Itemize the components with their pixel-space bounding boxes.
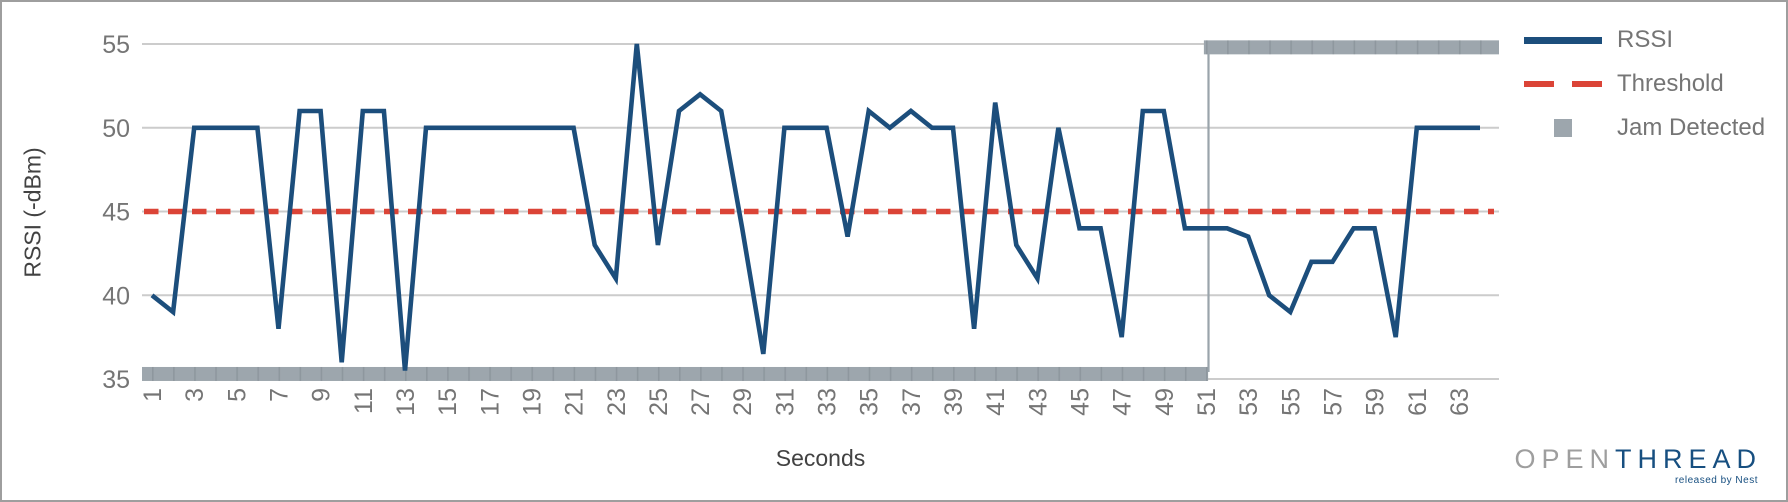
y-tick-label-50: 50 xyxy=(102,115,130,143)
y-tick-label-40: 40 xyxy=(102,282,130,310)
chart-legend: RSSI Threshold Jam Detected xyxy=(1524,26,1766,159)
x-tick-label-21: 21 xyxy=(561,388,589,416)
y-axis-title-text: RSSI (-dBm) xyxy=(19,146,46,278)
rssi-line xyxy=(150,43,1480,371)
x-tick-label-61: 61 xyxy=(1404,388,1432,416)
x-tick-label-47: 47 xyxy=(1109,388,1137,416)
x-tick-label-43: 43 xyxy=(1024,388,1052,416)
x-tick-label-39: 39 xyxy=(940,388,968,416)
x-tick-label-9: 9 xyxy=(308,388,336,402)
legend-item-jam-detected: Jam Detected xyxy=(1524,114,1766,141)
openthread-logo: OPENTHREAD released by Nest xyxy=(1514,444,1762,486)
x-tick-label-57: 57 xyxy=(1319,388,1347,416)
x-tick-label-25: 25 xyxy=(645,388,673,416)
logo-tagline: released by Nest xyxy=(1674,475,1758,486)
rssi-line-swatch-icon xyxy=(1524,36,1602,44)
legend-label-threshold: Threshold xyxy=(1617,70,1724,97)
legend-label-jam-detected: Jam Detected xyxy=(1617,114,1766,141)
x-tick-label-1: 1 xyxy=(139,388,167,402)
x-tick-label-55: 55 xyxy=(1277,388,1305,416)
logo-open-text: OPEN xyxy=(1514,444,1615,475)
x-tick-label-35: 35 xyxy=(856,388,884,416)
logo-thread-text: THREAD xyxy=(1614,444,1762,475)
x-tick-label-45: 45 xyxy=(1067,388,1095,416)
y-tick-label-55: 55 xyxy=(102,31,130,59)
openthread-wordmark: OPENTHREAD xyxy=(1514,444,1762,475)
jam-band-seams-low xyxy=(142,366,1209,381)
x-tick-label-27: 27 xyxy=(687,388,715,416)
y-axis-title: RSSI (-dBm) xyxy=(16,42,50,382)
x-tick-label-3: 3 xyxy=(181,388,209,402)
x-tick-label-63: 63 xyxy=(1446,388,1474,416)
legend-item-threshold: Threshold xyxy=(1524,70,1765,97)
x-tick-label-11: 11 xyxy=(350,388,378,414)
y-tick-label-35: 35 xyxy=(102,366,130,394)
x-tick-label-41: 41 xyxy=(982,388,1010,416)
x-tick-label-19: 19 xyxy=(518,388,546,416)
x-tick-label-7: 7 xyxy=(265,388,293,402)
legend-label-rssi: RSSI xyxy=(1617,26,1674,53)
x-tick-label-33: 33 xyxy=(814,388,842,416)
x-tick-label-37: 37 xyxy=(898,388,926,416)
x-tick-label-13: 13 xyxy=(392,388,420,416)
x-tick-label-15: 15 xyxy=(434,388,462,416)
x-tick-label-51: 51 xyxy=(1193,388,1221,416)
x-tick-label-53: 53 xyxy=(1235,388,1263,416)
jam-band-seams-high xyxy=(1203,40,1499,55)
x-tick-label-49: 49 xyxy=(1151,388,1179,416)
x-tick-label-5: 5 xyxy=(223,388,251,402)
x-tick-label-17: 17 xyxy=(476,388,504,416)
x-tick-label-23: 23 xyxy=(603,388,631,416)
jam-square-swatch-icon xyxy=(1524,119,1602,137)
x-tick-label-59: 59 xyxy=(1362,388,1390,416)
x-axis-title: Seconds xyxy=(775,445,866,471)
x-tick-label-29: 29 xyxy=(729,388,757,416)
threshold-dash-swatch-icon xyxy=(1524,81,1602,87)
y-tick-label-45: 45 xyxy=(102,199,130,227)
legend-item-rssi: RSSI xyxy=(1524,26,1765,53)
x-tick-label-31: 31 xyxy=(771,388,799,416)
